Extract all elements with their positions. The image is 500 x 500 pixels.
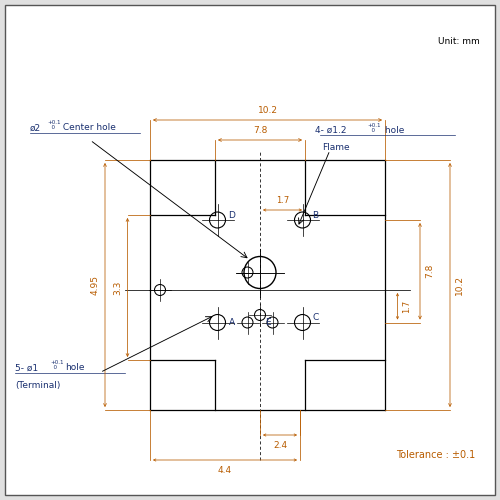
Text: C: C	[312, 313, 319, 322]
Text: 10.2: 10.2	[455, 275, 464, 295]
Text: +0.1
  0: +0.1 0	[48, 120, 61, 130]
Text: 10.2: 10.2	[258, 106, 278, 115]
Text: B: B	[312, 210, 318, 220]
Text: 3.3: 3.3	[114, 280, 122, 294]
Text: 4.4: 4.4	[218, 466, 232, 475]
Text: Flame: Flame	[322, 144, 350, 152]
Text: E: E	[265, 318, 270, 327]
Text: (Terminal): (Terminal)	[15, 381, 60, 390]
Text: 4.95: 4.95	[91, 275, 100, 295]
Text: Center hole: Center hole	[60, 124, 116, 132]
Text: Tolerance : ±0.1: Tolerance : ±0.1	[396, 450, 475, 460]
Text: ø2: ø2	[30, 124, 41, 132]
Text: Unit: mm: Unit: mm	[438, 38, 480, 46]
Text: +0.1
  0: +0.1 0	[50, 360, 64, 370]
Text: 1.7: 1.7	[402, 300, 411, 313]
Text: A: A	[228, 318, 234, 327]
Text: hole: hole	[382, 126, 405, 135]
Text: D: D	[228, 210, 235, 220]
Text: 1.7: 1.7	[276, 196, 289, 205]
Text: +0.1
  0: +0.1 0	[368, 123, 381, 132]
Text: hole: hole	[65, 364, 84, 372]
Text: 7.8: 7.8	[425, 264, 434, 278]
Text: 7.8: 7.8	[253, 126, 267, 135]
Text: 4- ø1.2: 4- ø1.2	[315, 126, 346, 135]
Text: 5- ø1: 5- ø1	[15, 364, 38, 372]
Text: 2.4: 2.4	[273, 441, 287, 450]
